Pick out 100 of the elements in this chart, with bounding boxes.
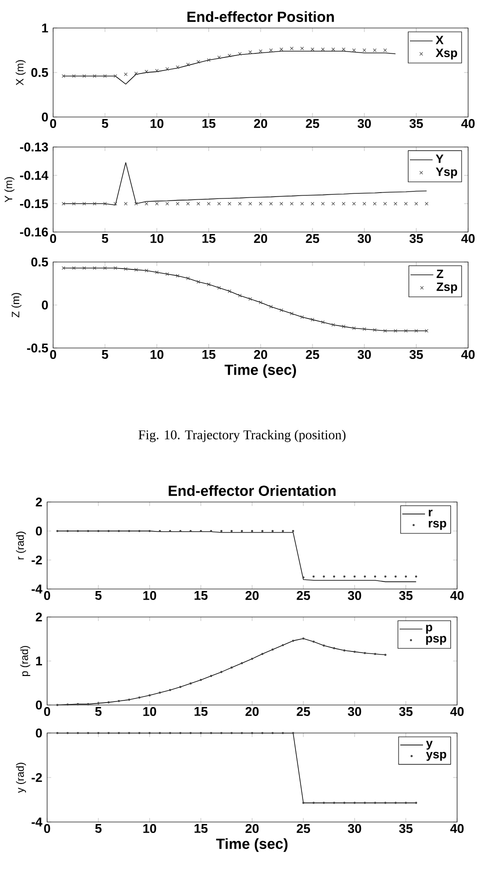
- x-tick-label: 40: [461, 234, 475, 244]
- x-tick-label: 25: [306, 350, 320, 360]
- x-tick-label: 15: [194, 591, 208, 600]
- x-tick-label: 5: [95, 824, 102, 833]
- x-tick-label: 15: [202, 350, 216, 359]
- point: [414, 329, 418, 333]
- point: [176, 274, 180, 278]
- point: [394, 329, 398, 333]
- y-tick-label: -4: [32, 818, 42, 826]
- point: [228, 54, 232, 58]
- x-tick-label: 30: [348, 824, 362, 834]
- x-tick-label: 25: [306, 119, 320, 128]
- point: [383, 48, 387, 52]
- y-tick-label: -2: [32, 773, 42, 782]
- y-tick-label: 1: [42, 24, 48, 32]
- point: [331, 48, 335, 52]
- chart-title: End-effector Position: [187, 11, 334, 22]
- y-tick-label: -0.5: [27, 344, 48, 352]
- x-tick-label: 5: [102, 234, 108, 243]
- x-tick-label: 20: [254, 234, 268, 244]
- point: [82, 74, 86, 78]
- point: [321, 48, 325, 52]
- x-tick-label: 25: [296, 591, 310, 600]
- x-tick-label: 15: [202, 119, 216, 128]
- point: [72, 266, 76, 270]
- legend-label: Xsp: [436, 48, 458, 60]
- point: [206, 282, 210, 286]
- y-tick-label: 0: [42, 112, 48, 122]
- y-axis-title: p (rad): [20, 646, 30, 676]
- x-tick-label: 40: [450, 824, 464, 834]
- legend-label: y: [426, 740, 433, 750]
- x-tick-label: 40: [450, 591, 464, 600]
- point: [258, 49, 262, 53]
- x-tick-label: 35: [409, 119, 423, 128]
- point: [196, 280, 200, 284]
- legend-label: r: [428, 510, 432, 516]
- y-tick-label: 0: [36, 526, 42, 536]
- y-tick-label: 0.5: [31, 258, 48, 266]
- y-axis-title: X (m): [16, 60, 26, 86]
- point: [176, 65, 180, 69]
- x-tick-label: 15: [194, 707, 208, 716]
- point: [290, 312, 294, 316]
- x-tick-label: 10: [143, 591, 156, 600]
- point: [228, 289, 232, 294]
- point: [134, 268, 138, 272]
- y-tick-label: -2: [32, 556, 42, 564]
- x-tick-label: 30: [358, 234, 371, 244]
- legend-label: psp: [426, 636, 446, 645]
- y-tick-label: 0: [36, 700, 42, 710]
- x-tick-label: 30: [358, 119, 371, 128]
- point: [238, 52, 242, 56]
- point: [258, 300, 262, 304]
- point: [383, 329, 387, 333]
- y-axis-title: r (rad): [16, 532, 26, 560]
- point: [300, 315, 304, 319]
- point: [72, 74, 76, 78]
- point: [290, 46, 294, 50]
- point: [310, 318, 314, 322]
- x-tick-label: 40: [450, 707, 464, 716]
- y-axis-title: y (rad): [16, 762, 26, 793]
- point: [62, 74, 66, 78]
- y-tick-label: 0.5: [31, 68, 48, 77]
- chart-title: End-effector Orientation: [168, 485, 336, 496]
- x-tick-label: 40: [461, 119, 475, 128]
- point: [134, 72, 138, 76]
- x-tick-label: 25: [296, 707, 310, 716]
- x-tick-label: 10: [143, 824, 156, 834]
- x-tick-label: 35: [399, 591, 413, 600]
- x-tick-label: 0: [50, 119, 56, 128]
- y-tick-label: -4: [32, 584, 42, 594]
- x-tick-label: 10: [143, 707, 156, 716]
- x-tick-label: 40: [461, 350, 475, 360]
- x-tick-label: 20: [245, 707, 259, 716]
- point: [321, 320, 325, 324]
- x-tick-label: 35: [409, 350, 423, 360]
- y-tick-label: 0: [42, 300, 48, 310]
- point: [352, 326, 356, 330]
- x-tick-label: 20: [245, 591, 259, 600]
- x-axis-title: Time (sec): [224, 364, 296, 378]
- x-tick-label: 25: [296, 824, 310, 834]
- x-tick-label: 0: [50, 234, 56, 244]
- point: [196, 60, 200, 64]
- point: [269, 48, 273, 52]
- x-tick-label: 35: [399, 824, 413, 834]
- point: [404, 329, 408, 333]
- point: [114, 74, 118, 78]
- x-tick-label: 0: [50, 350, 56, 360]
- point: [144, 70, 148, 74]
- y-tick-label: -0.13: [20, 142, 48, 152]
- x-tick-label: 10: [150, 119, 164, 128]
- legend-label: Ysp: [436, 168, 458, 178]
- legend-label: Zsp: [436, 282, 458, 294]
- point: [310, 48, 314, 52]
- point: [280, 48, 284, 52]
- point: [155, 270, 159, 274]
- x-tick-label: 5: [95, 707, 102, 716]
- point: [424, 329, 428, 333]
- point: [280, 308, 284, 312]
- x-tick-label: 30: [348, 591, 362, 600]
- point: [217, 286, 221, 290]
